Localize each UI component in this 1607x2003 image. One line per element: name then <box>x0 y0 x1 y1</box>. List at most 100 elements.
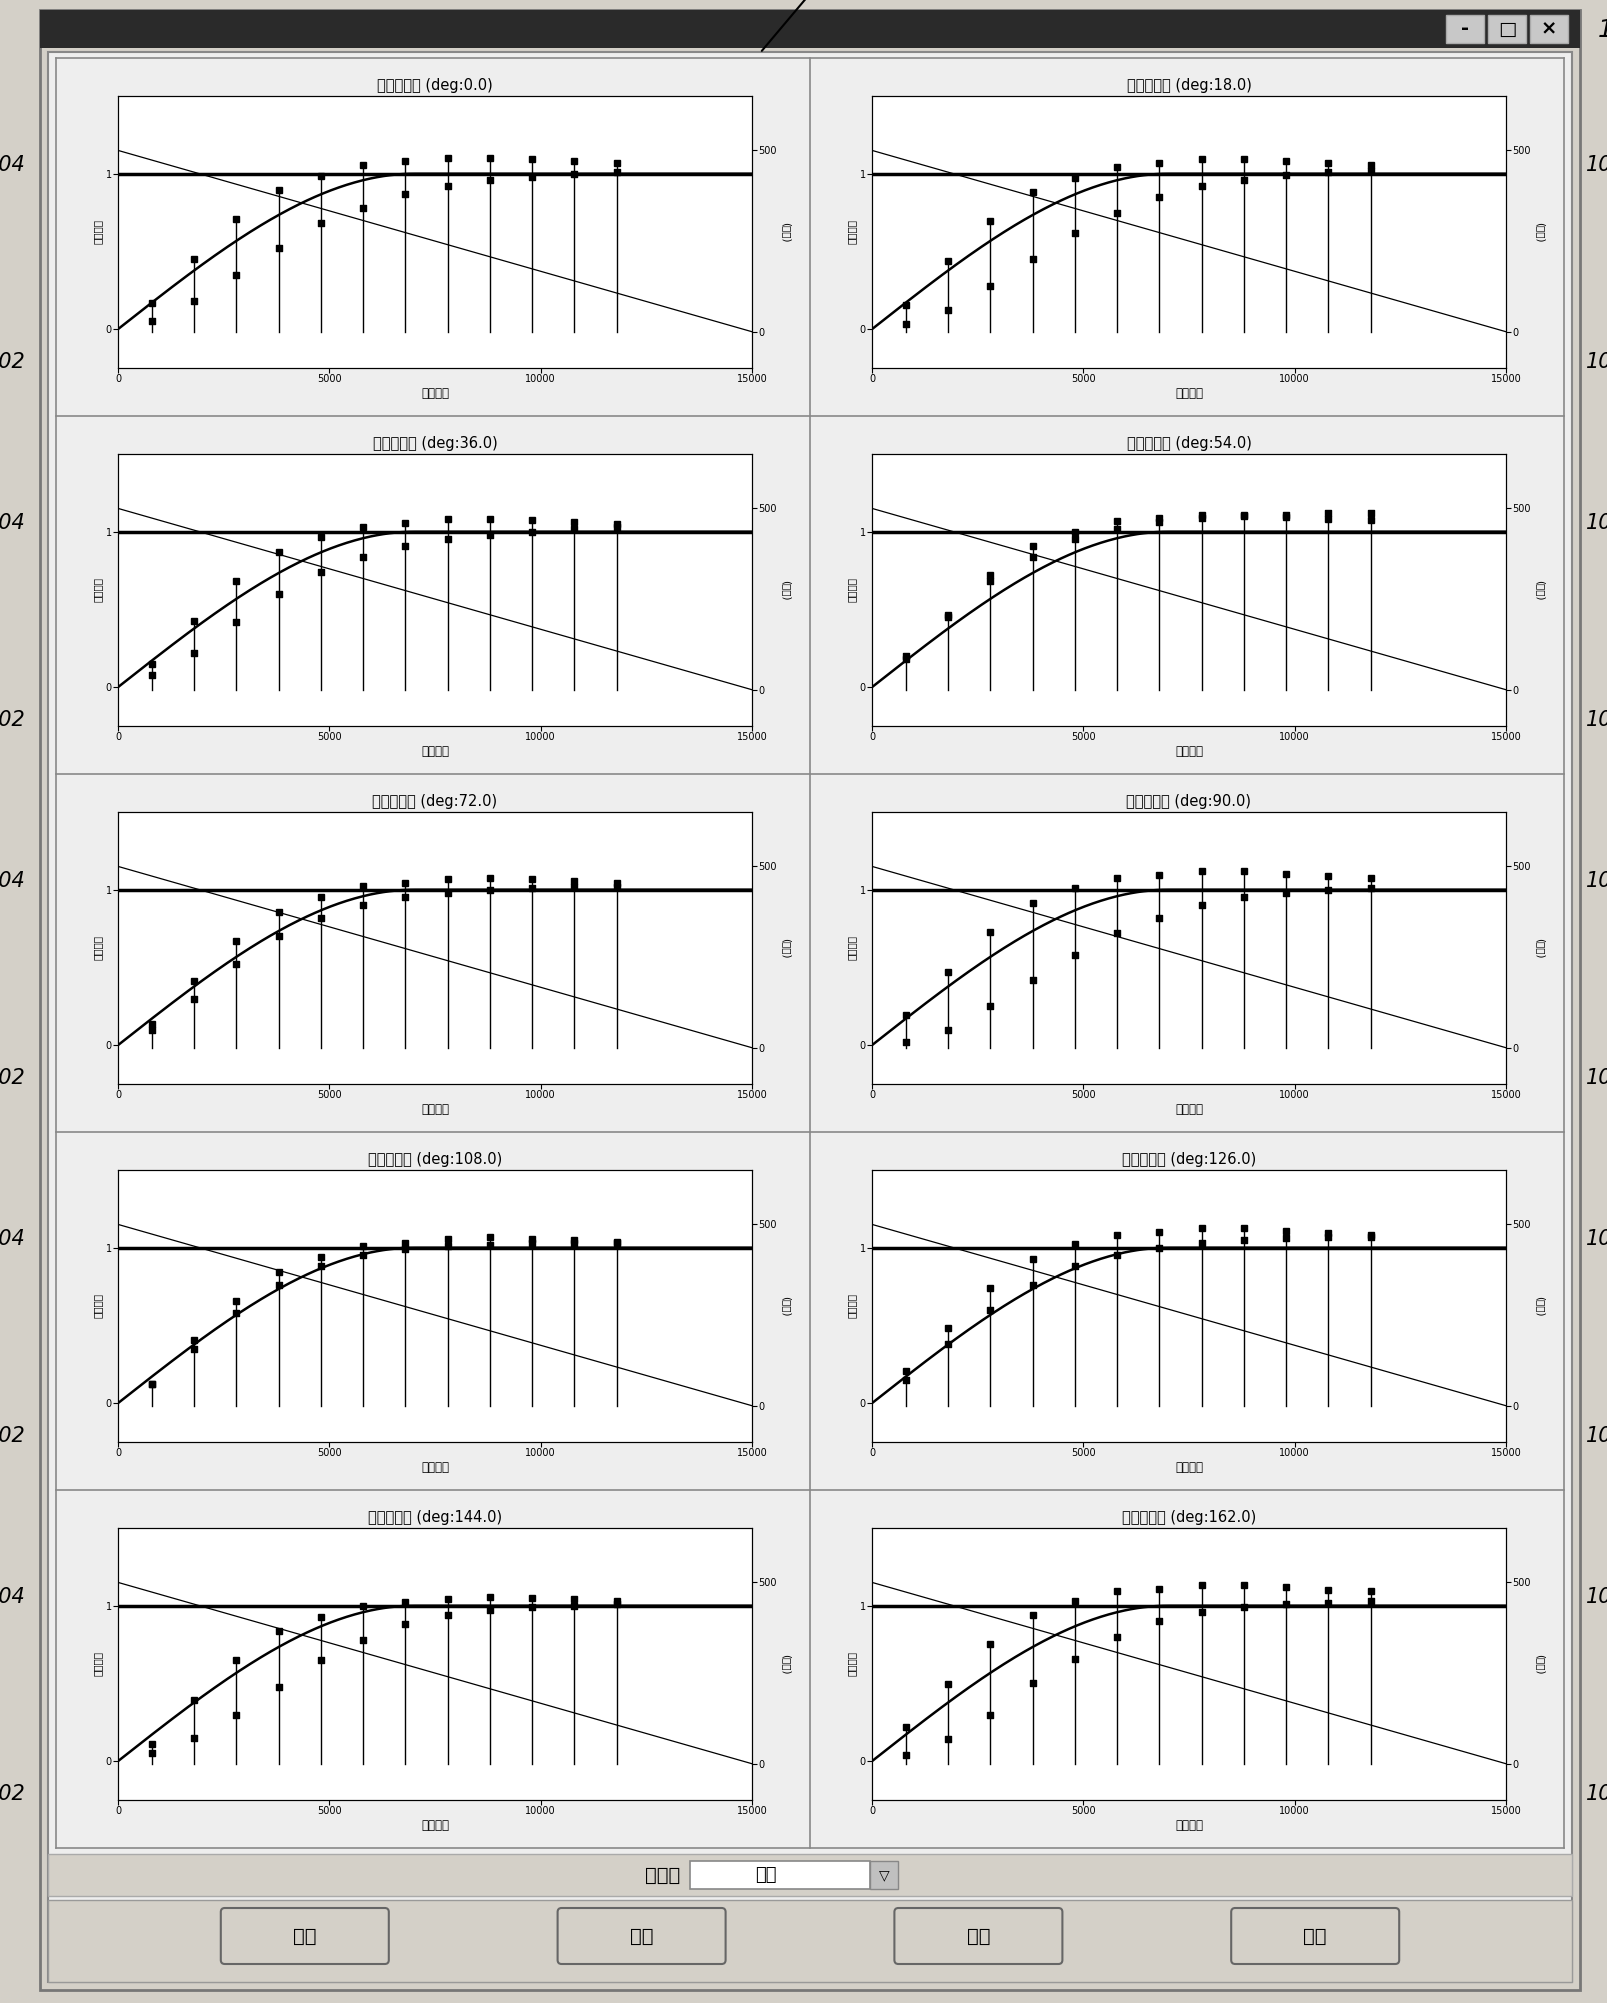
Text: 应用: 应用 <box>630 1927 654 1945</box>
Point <box>182 1723 207 1755</box>
Text: 102: 102 <box>0 1426 26 1446</box>
Point <box>1104 196 1130 228</box>
Point <box>350 1240 376 1272</box>
Point <box>477 519 503 551</box>
Point <box>1020 1666 1046 1699</box>
Point <box>350 192 376 224</box>
Text: 104: 104 <box>1586 1230 1607 1250</box>
Text: 102: 102 <box>1586 1588 1607 1606</box>
Point <box>1358 1220 1384 1252</box>
Point <box>1104 513 1130 545</box>
X-axis label: 滒后间隔: 滒后间隔 <box>421 745 448 757</box>
Point <box>350 889 376 921</box>
Point <box>1231 501 1257 533</box>
Point <box>893 308 919 341</box>
Point <box>1231 881 1257 913</box>
Title: 水平变差图 (deg:18.0): 水平变差图 (deg:18.0) <box>1127 78 1252 94</box>
Bar <box>48 1901 1572 1983</box>
Bar <box>1530 14 1568 42</box>
X-axis label: 滒后间隔: 滒后间隔 <box>421 1819 448 1833</box>
Title: 水平变差图 (deg:162.0): 水平变差图 (deg:162.0) <box>1122 1510 1257 1526</box>
Point <box>1189 1596 1215 1628</box>
Point <box>182 284 207 316</box>
Point <box>977 270 1003 302</box>
Point <box>392 178 418 210</box>
Text: 104: 104 <box>1586 711 1607 731</box>
Point <box>1104 1620 1130 1652</box>
Point <box>519 160 545 192</box>
Text: 104: 104 <box>0 513 26 533</box>
X-axis label: 滒后间隔: 滒后间隔 <box>1175 387 1204 401</box>
Point <box>1358 1584 1384 1616</box>
Point <box>392 529 418 561</box>
Text: 104: 104 <box>0 1230 26 1250</box>
Text: 104: 104 <box>0 871 26 891</box>
X-axis label: 滒后间隔: 滒后间隔 <box>1175 1460 1204 1474</box>
Point <box>1189 1228 1215 1260</box>
Title: 水平变差图 (deg:36.0): 水平变差图 (deg:36.0) <box>373 437 498 451</box>
Point <box>1273 1222 1298 1254</box>
Text: □: □ <box>1498 20 1515 38</box>
Point <box>977 989 1003 1022</box>
Point <box>1146 901 1172 933</box>
Y-axis label: (对数): (对数) <box>1535 222 1544 242</box>
Point <box>1146 1232 1172 1264</box>
Point <box>1273 1588 1298 1620</box>
Y-axis label: 半变差图: 半变差图 <box>847 1652 857 1677</box>
Title: 水平变差图 (deg:72.0): 水平变差图 (deg:72.0) <box>373 795 498 809</box>
Point <box>893 1739 919 1771</box>
Point <box>265 919 291 951</box>
Title: 水平变差图 (deg:108.0): 水平变差图 (deg:108.0) <box>368 1152 501 1168</box>
Text: 104: 104 <box>0 1588 26 1606</box>
X-axis label: 滒后间隔: 滒后间隔 <box>1175 1104 1204 1116</box>
FancyBboxPatch shape <box>1231 1909 1400 1965</box>
Point <box>604 1588 630 1620</box>
Point <box>309 901 334 933</box>
Point <box>1358 871 1384 903</box>
Text: 102: 102 <box>0 711 26 731</box>
Y-axis label: 半变差图: 半变差图 <box>93 1652 103 1677</box>
Text: 102: 102 <box>0 1068 26 1088</box>
Point <box>893 1364 919 1396</box>
Point <box>435 523 461 555</box>
Text: 102: 102 <box>0 1785 26 1805</box>
Bar <box>1446 14 1483 42</box>
Point <box>477 164 503 196</box>
Point <box>138 304 164 337</box>
Point <box>1316 156 1342 188</box>
Y-axis label: 半变差图: 半变差图 <box>847 935 857 961</box>
Y-axis label: (对数): (对数) <box>1535 1654 1544 1675</box>
Y-axis label: (对数): (对数) <box>781 1296 791 1316</box>
X-axis label: 滒后间隔: 滒后间隔 <box>421 1104 448 1116</box>
Point <box>223 947 249 979</box>
Y-axis label: (对数): (对数) <box>781 937 791 957</box>
Text: -: - <box>1461 20 1469 38</box>
Point <box>977 1699 1003 1731</box>
Text: 104: 104 <box>1586 1068 1607 1088</box>
Point <box>1189 170 1215 202</box>
Text: ▽: ▽ <box>879 1869 889 1883</box>
Point <box>1062 216 1088 248</box>
Point <box>309 557 334 589</box>
Text: 取消: 取消 <box>967 1927 990 1945</box>
Point <box>1020 1270 1046 1302</box>
Text: 102: 102 <box>1586 871 1607 891</box>
Point <box>1062 1250 1088 1282</box>
Title: 水平变差图 (deg:126.0): 水平变差图 (deg:126.0) <box>1122 1152 1257 1168</box>
Y-axis label: (对数): (对数) <box>781 1654 791 1675</box>
Point <box>935 294 961 326</box>
Point <box>1358 154 1384 186</box>
Y-axis label: 半变差图: 半变差图 <box>847 220 857 244</box>
Text: 102: 102 <box>1586 1426 1607 1446</box>
Text: 确认: 确认 <box>292 1927 317 1945</box>
Point <box>1146 180 1172 212</box>
X-axis label: 滒后间隔: 滒后间隔 <box>1175 745 1204 757</box>
Point <box>1231 164 1257 196</box>
Point <box>392 1608 418 1640</box>
Point <box>1020 963 1046 995</box>
Bar <box>689 1861 869 1889</box>
Point <box>519 515 545 547</box>
Point <box>561 1590 587 1622</box>
Point <box>604 156 630 188</box>
Point <box>604 1228 630 1260</box>
